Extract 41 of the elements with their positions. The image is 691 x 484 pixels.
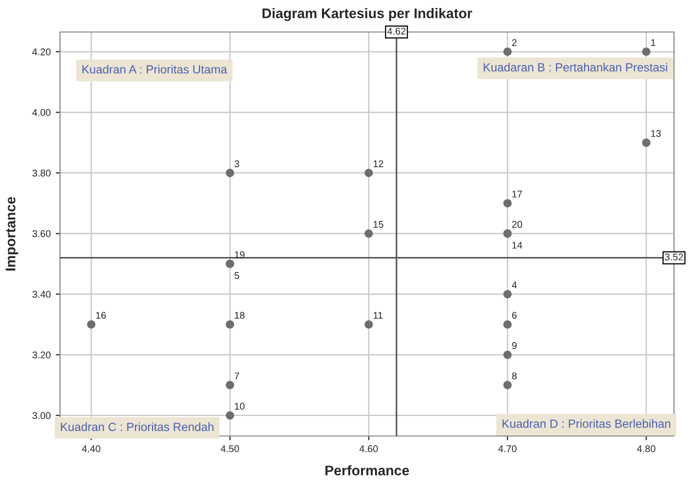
annotation: 13 xyxy=(651,130,661,137)
x-axis-title: Performance xyxy=(325,465,409,476)
ref-line-label: 4.62 xyxy=(387,28,406,35)
y-tick-label: 3.40 xyxy=(32,290,51,298)
annotation: 18 xyxy=(234,312,245,319)
annotation: 10 xyxy=(234,402,245,410)
annotation: 19 xyxy=(234,251,244,258)
ref-line-label: 3.52 xyxy=(664,254,683,260)
annotation: 20 xyxy=(512,220,522,228)
annotation: Kuadaran B : Pertahankan Prestasi xyxy=(484,62,668,72)
annotation: 9 xyxy=(512,342,517,350)
annotation: 1 xyxy=(651,39,656,46)
y-tick-label: 3.20 xyxy=(32,352,51,358)
annotation: 17 xyxy=(512,190,522,198)
annotation: Kuadran A : Prioritas Utama xyxy=(82,64,228,74)
annotation: 12 xyxy=(374,160,384,168)
y-tick-label: 3.00 xyxy=(32,412,51,420)
annotation: 8 xyxy=(512,372,517,380)
annotation: 14 xyxy=(512,242,522,249)
annotation: 6 xyxy=(512,312,517,319)
annotation: 11 xyxy=(374,312,383,319)
y-tick-label: 4.20 xyxy=(32,48,51,56)
annotation: 7 xyxy=(234,372,240,380)
annotation: Kuadran D : Prioritas Berlebihan xyxy=(502,419,670,428)
x-tick-label: 4.80 xyxy=(637,445,656,452)
y-tick-label: 3.60 xyxy=(32,230,51,238)
y-tick-label: 4.00 xyxy=(32,109,51,116)
y-tick-label: 3.80 xyxy=(32,170,51,177)
annotation: 5 xyxy=(234,272,240,279)
annotation: 2 xyxy=(512,39,517,46)
annotation: 16 xyxy=(96,312,106,319)
y-axis-title: Importance xyxy=(6,197,18,270)
x-tick-label: 4.60 xyxy=(360,445,378,452)
chart-title: Diagram Kartesius per Indikator xyxy=(262,8,472,22)
annotation: Kuadran C : Prioritas Rendah xyxy=(60,422,214,432)
annotation: 4 xyxy=(512,282,517,288)
annotation: 15 xyxy=(374,221,384,228)
x-tick-label: 4.50 xyxy=(220,445,240,452)
x-tick-label: 4.70 xyxy=(498,445,517,452)
annotation: 3 xyxy=(234,160,240,168)
x-tick-label: 4.40 xyxy=(82,445,100,452)
